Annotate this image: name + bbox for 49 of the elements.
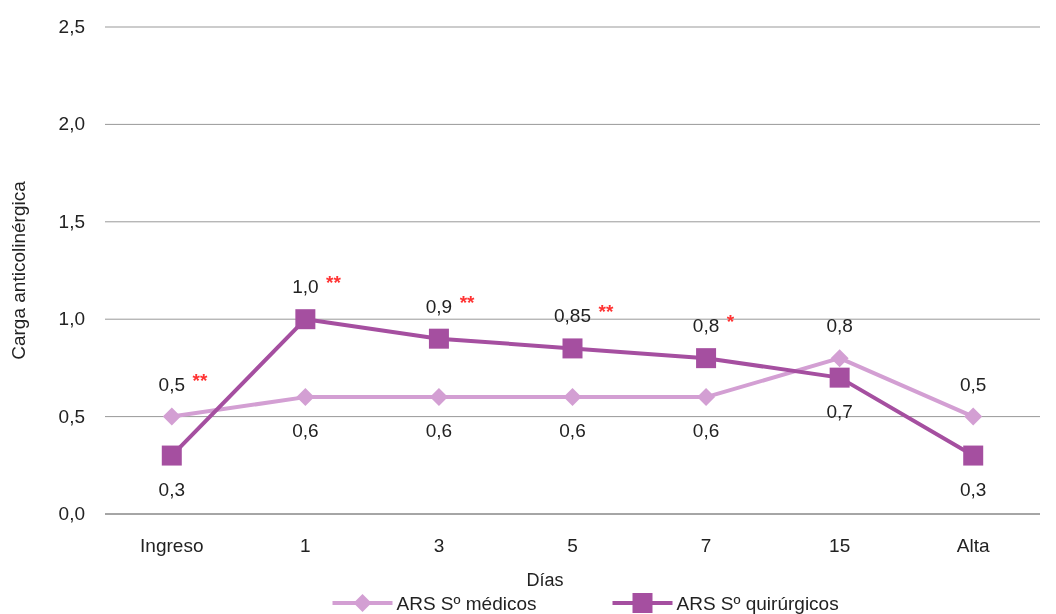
x-tick-label: Alta (956, 535, 991, 556)
y-tick-label: 1,5 (58, 210, 85, 232)
x-tick-label: 1 (300, 535, 311, 556)
y-tick-label: 0,0 (58, 503, 85, 524)
data-label: 0,85 (554, 305, 591, 327)
data-label: 0,7 (826, 400, 853, 422)
point (296, 388, 315, 407)
annotation: ** (192, 369, 208, 391)
data-label: 0,6 (692, 420, 720, 442)
annotation: ** (459, 291, 476, 313)
y-tick-label: 1,0 (58, 308, 85, 330)
y-axis-title: Carga anticolinérgica (8, 180, 29, 360)
point (964, 407, 983, 426)
data-label: 0,8 (826, 315, 853, 337)
data-label: 0,6 (292, 420, 319, 442)
annotation: ** (598, 301, 614, 323)
x-tick-label: 5 (567, 535, 578, 556)
data-label: 0,9 (425, 295, 453, 317)
point (161, 445, 182, 466)
point (295, 309, 316, 330)
point (697, 388, 716, 407)
annotation: * (726, 311, 735, 333)
point (428, 328, 449, 349)
point (562, 338, 583, 359)
legend-label: ARS Sº médicos (396, 593, 537, 614)
x-axis-title: Días (526, 570, 564, 590)
y-tick-label: 2,5 (58, 16, 85, 37)
x-tick-label: 15 (829, 535, 851, 556)
point (696, 348, 717, 369)
point (829, 367, 850, 388)
data-label: 0,5 (960, 373, 987, 395)
point (563, 388, 582, 407)
point (963, 445, 984, 466)
x-tick-label: 7 (700, 535, 712, 556)
data-label: 0,3 (960, 478, 987, 500)
data-label: 0,6 (425, 420, 453, 442)
point (830, 349, 849, 368)
x-tick-label: 3 (433, 535, 445, 556)
y-tick-label: 0,5 (58, 405, 85, 427)
legend-label: ARS Sº quirúrgicos (676, 593, 839, 614)
point (162, 407, 181, 426)
data-label: 1,0 (292, 276, 319, 298)
data-label: 0,6 (559, 420, 586, 442)
data-label: 0,3 (158, 478, 185, 500)
annotation: ** (326, 272, 342, 294)
data-label: 0,5 (158, 373, 185, 395)
data-label: 0,8 (692, 315, 720, 337)
y-tick-label: 2,0 (58, 113, 85, 135)
x-tick-label: Ingreso (140, 535, 204, 556)
